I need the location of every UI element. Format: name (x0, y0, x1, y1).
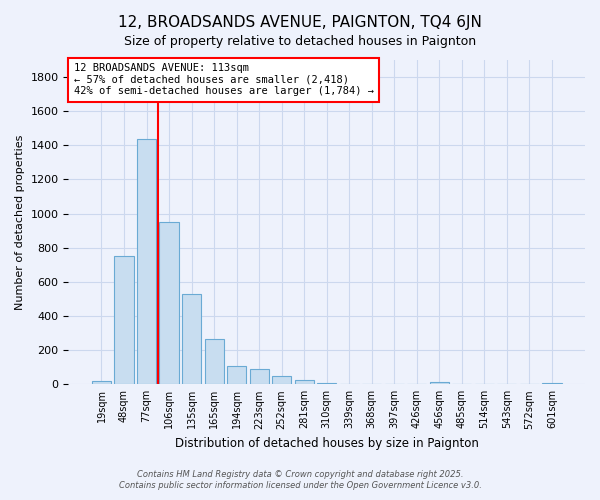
Bar (272, 376, 291, 384)
Text: 12, BROADSANDS AVENUE, PAIGNTON, TQ4 6JN: 12, BROADSANDS AVENUE, PAIGNTON, TQ4 6JN (118, 15, 482, 30)
Bar (205, 339, 224, 384)
Bar (182, 294, 201, 384)
X-axis label: Distribution of detached houses by size in Paignton: Distribution of detached houses by size … (175, 437, 479, 450)
Bar (295, 380, 314, 384)
Bar (92, 381, 111, 384)
Text: Contains HM Land Registry data © Crown copyright and database right 2025.
Contai: Contains HM Land Registry data © Crown c… (119, 470, 481, 490)
Bar (430, 382, 449, 384)
Y-axis label: Number of detached properties: Number of detached properties (15, 134, 25, 310)
Bar (137, 140, 156, 384)
Bar (227, 366, 246, 384)
Text: 12 BROADSANDS AVENUE: 113sqm
← 57% of detached houses are smaller (2,418)
42% of: 12 BROADSANDS AVENUE: 113sqm ← 57% of de… (74, 63, 374, 96)
Bar (115, 256, 134, 384)
Bar (250, 369, 269, 384)
Bar (160, 222, 179, 384)
Text: Size of property relative to detached houses in Paignton: Size of property relative to detached ho… (124, 35, 476, 48)
